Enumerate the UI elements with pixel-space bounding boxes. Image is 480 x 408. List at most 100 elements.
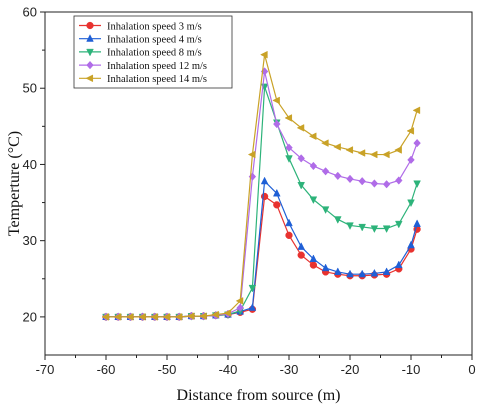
- data-point: [113, 313, 122, 321]
- data-point: [382, 180, 391, 189]
- data-point: [236, 303, 244, 312]
- x-tick-label: 0: [468, 362, 475, 377]
- data-point: [321, 139, 329, 147]
- data-point: [272, 188, 281, 197]
- series-2: [102, 176, 421, 320]
- legend-marker: [86, 48, 94, 57]
- legend-item: Inhalation speed 8 m/s: [79, 48, 202, 59]
- x-tick-label: -20: [341, 362, 360, 377]
- data-point: [382, 150, 390, 159]
- data-point: [211, 310, 219, 319]
- data-point: [413, 180, 421, 189]
- x-tick-label: -70: [36, 362, 55, 377]
- data-point: [358, 269, 367, 278]
- data-point: [297, 251, 305, 259]
- y-axis: 20 30 40 50 60: [23, 5, 45, 324]
- y-tick-label: 20: [23, 309, 37, 324]
- data-point: [321, 263, 330, 272]
- data-point: [223, 309, 232, 317]
- series-5: [101, 50, 421, 321]
- data-point: [285, 143, 293, 152]
- data-point: [260, 176, 269, 185]
- y-tick-label: 30: [23, 233, 37, 248]
- data-point: [248, 303, 257, 311]
- data-point: [394, 220, 403, 229]
- data-point: [413, 219, 421, 227]
- data-point: [333, 267, 342, 275]
- data-point: [199, 312, 207, 320]
- x-tick-label: -60: [97, 362, 116, 377]
- legend-item: Inhalation speed 12 m/s: [79, 61, 207, 72]
- data-point: [297, 181, 306, 190]
- data-point: [247, 150, 256, 159]
- legend-item: Inhalation speed 3 m/s: [79, 21, 202, 32]
- legend-label: Inhalation speed 8 m/s: [107, 48, 202, 59]
- data-point: [235, 297, 244, 305]
- data-point: [370, 268, 379, 277]
- data-point: [413, 138, 421, 148]
- data-point: [395, 176, 403, 185]
- data-point: [382, 267, 391, 275]
- data-point: [297, 154, 305, 163]
- data-point: [334, 171, 342, 181]
- x-axis: -70 -60 -50 -40 -30 -20 -10 0: [36, 355, 476, 377]
- data-point: [406, 127, 415, 135]
- data-point: [321, 206, 330, 214]
- data-point: [309, 196, 318, 205]
- data-point: [125, 313, 134, 321]
- legend-item: Inhalation speed 14 m/s: [79, 74, 207, 85]
- data-point: [284, 114, 293, 122]
- y-axis-title: Temperture (°C): [6, 131, 23, 236]
- data-point: [285, 231, 293, 239]
- data-point: [273, 201, 281, 209]
- legend-marker: [85, 74, 94, 83]
- data-point: [260, 192, 269, 201]
- data-point: [309, 254, 318, 263]
- series-layer: [101, 50, 421, 322]
- data-point: [260, 50, 268, 59]
- data-point: [186, 312, 195, 320]
- legend-label: Inhalation speed 12 m/s: [107, 61, 207, 72]
- legend: Inhalation speed 3 m/s Inhalation speed 4…: [73, 15, 233, 89]
- data-point: [407, 240, 415, 249]
- data-point: [296, 124, 305, 132]
- data-point: [382, 225, 391, 234]
- data-point: [308, 132, 317, 141]
- data-point: [346, 269, 354, 278]
- data-point: [272, 96, 280, 105]
- data-point: [394, 146, 402, 154]
- data-point: [162, 313, 171, 321]
- data-point: [333, 143, 341, 151]
- legend-marker: [86, 34, 94, 42]
- data-point: [174, 313, 183, 321]
- legend-marker: [86, 60, 94, 70]
- data-point: [370, 179, 379, 188]
- data-point: [345, 146, 354, 154]
- data-point: [407, 199, 415, 208]
- legend-label: Inhalation speed 14 m/s: [107, 74, 207, 85]
- data-point: [285, 218, 293, 227]
- series-4: [102, 67, 421, 322]
- data-point: [407, 155, 415, 165]
- data-point: [370, 225, 379, 234]
- data-point: [321, 167, 330, 176]
- data-point: [297, 242, 306, 250]
- y-tick-label: 60: [23, 5, 37, 20]
- legend-marker: [86, 21, 94, 30]
- data-point: [412, 106, 421, 115]
- data-point: [309, 261, 318, 269]
- series-line: [106, 71, 418, 318]
- data-point: [285, 155, 293, 163]
- y-tick-label: 40: [23, 157, 37, 172]
- x-tick-label: -30: [280, 362, 299, 377]
- legend-item: Inhalation speed 4 m/s: [79, 34, 202, 46]
- y-tick-label: 50: [23, 81, 37, 96]
- x-axis-title: Distance from source (m): [177, 387, 341, 404]
- legend-label: Inhalation speed 3 m/s: [107, 21, 202, 32]
- series-3: [102, 83, 421, 322]
- data-point: [357, 149, 366, 157]
- x-tick-label: -10: [402, 362, 421, 377]
- data-point: [333, 216, 342, 224]
